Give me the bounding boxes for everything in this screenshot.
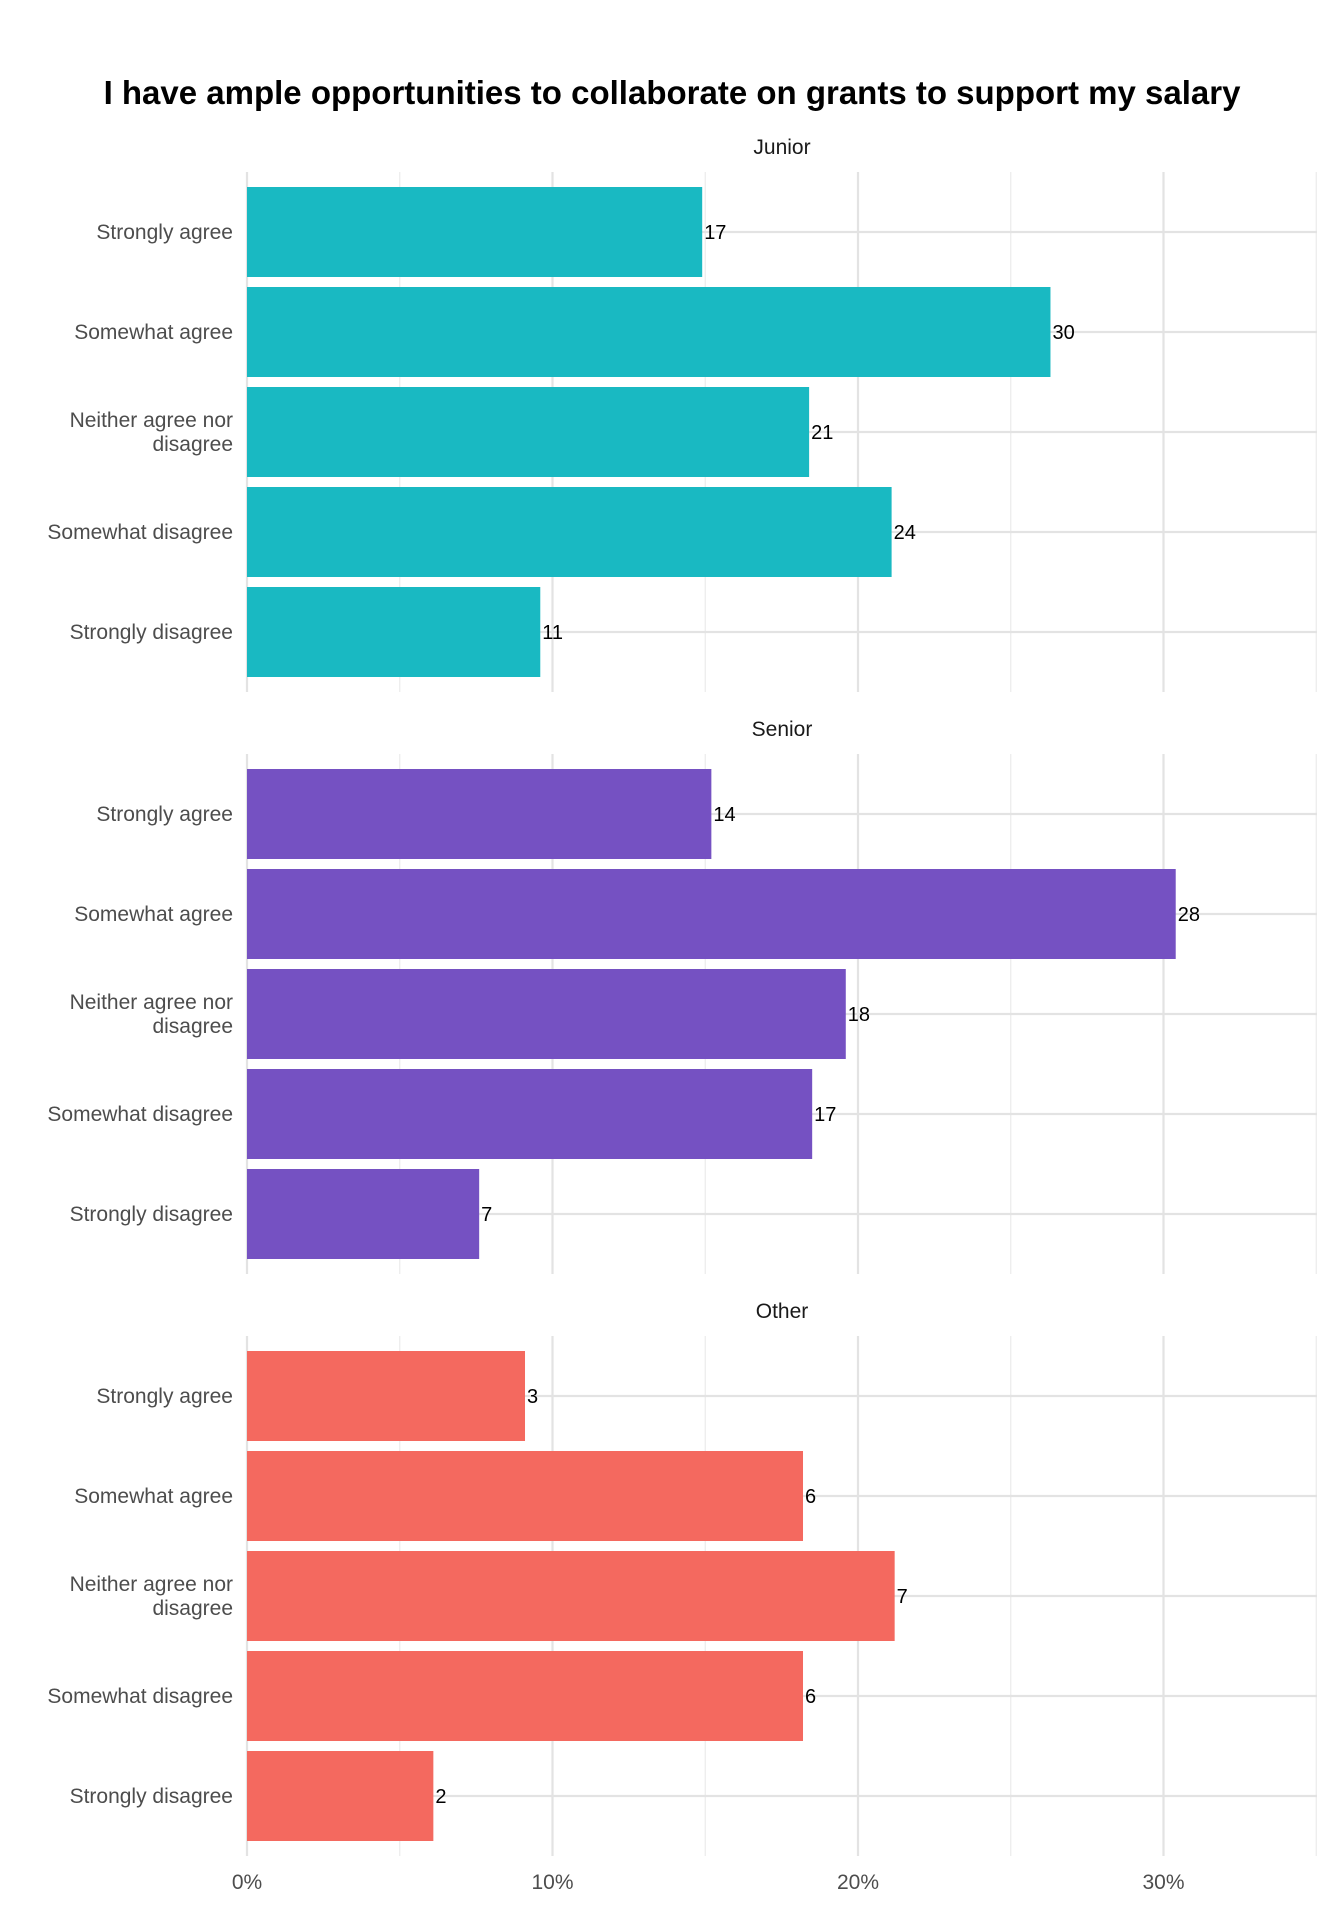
panel-title-other: Other <box>756 1300 809 1323</box>
panel-title-senior: Senior <box>752 718 813 741</box>
y-tick-label: Strongly disagree <box>70 621 233 644</box>
bar-junior-0 <box>247 187 703 277</box>
bar-count-label: 21 <box>811 422 833 444</box>
y-tick-label: Neither agree nor disagree <box>70 1573 233 1620</box>
bar-count-label: 17 <box>704 222 726 244</box>
y-tick-label: Strongly disagree <box>70 1203 233 1226</box>
bar-junior-1 <box>247 287 1051 377</box>
y-tick-label: Somewhat agree <box>74 903 233 926</box>
bar-count-label: 14 <box>713 804 735 826</box>
bar-count-label: 11 <box>542 622 563 644</box>
bar-count-label: 6 <box>805 1486 816 1508</box>
bar-count-label: 30 <box>1052 322 1074 344</box>
bar-other-1 <box>247 1451 804 1541</box>
y-tick-label: Somewhat agree <box>74 321 233 344</box>
bar-other-0 <box>247 1351 526 1441</box>
x-tick-label: 30% <box>1142 1871 1184 1894</box>
bar-other-3 <box>247 1651 804 1741</box>
bar-count-label: 7 <box>897 1586 908 1608</box>
y-tick-label: Somewhat disagree <box>47 521 233 544</box>
bar-senior-4 <box>247 1169 480 1259</box>
bar-count-label: 18 <box>848 1004 870 1026</box>
x-tick-label: 10% <box>531 1871 573 1894</box>
bar-count-label: 17 <box>814 1104 836 1126</box>
y-tick-label: Strongly disagree <box>70 1785 233 1808</box>
y-tick-label: Strongly agree <box>96 221 233 244</box>
y-tick-label: Strongly agree <box>96 1385 233 1408</box>
bar-count-label: 6 <box>805 1686 816 1708</box>
bar-junior-4 <box>247 587 541 677</box>
x-tick-label: 0% <box>232 1871 262 1894</box>
bar-other-2 <box>247 1551 895 1641</box>
y-tick-label: Somewhat disagree <box>47 1103 233 1126</box>
bar-junior-2 <box>247 387 810 477</box>
bar-senior-1 <box>247 869 1176 959</box>
bar-senior-2 <box>247 969 846 1059</box>
bar-count-label: 3 <box>527 1386 538 1408</box>
chart-title: I have ample opportunities to collaborat… <box>104 74 1242 111</box>
y-tick-label: Neither agree nor disagree <box>70 991 233 1038</box>
bar-senior-0 <box>247 769 712 859</box>
bar-senior-3 <box>247 1069 813 1159</box>
bar-other-4 <box>247 1751 434 1841</box>
bar-count-label: 7 <box>481 1204 492 1226</box>
x-tick-label: 20% <box>837 1871 879 1894</box>
y-tick-label: Somewhat agree <box>74 1485 233 1508</box>
bar-count-label: 2 <box>435 1786 446 1808</box>
bar-junior-3 <box>247 487 892 577</box>
y-tick-label: Strongly agree <box>96 803 233 826</box>
bar-count-label: 24 <box>894 522 916 544</box>
panel-title-junior: Junior <box>753 136 810 159</box>
y-tick-label: Neither agree nor disagree <box>70 409 233 456</box>
y-tick-label: Somewhat disagree <box>47 1685 233 1708</box>
bar-count-label: 28 <box>1178 904 1200 926</box>
